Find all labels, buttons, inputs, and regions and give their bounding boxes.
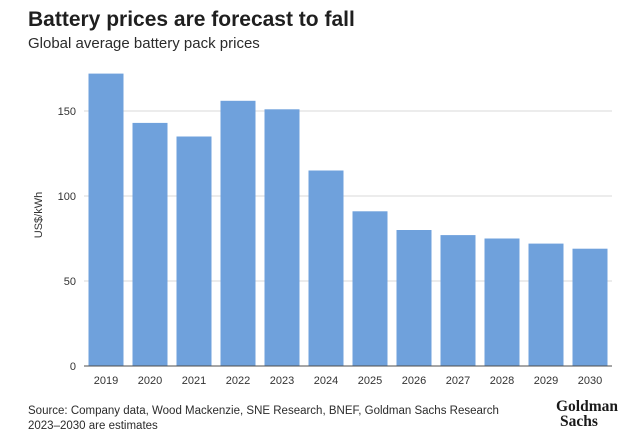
- goldman-sachs-logo: Goldman Sachs: [556, 398, 619, 430]
- bar-2019: [88, 73, 124, 366]
- bar-2022: [220, 100, 256, 367]
- x-tick-label: 2019: [94, 375, 118, 387]
- bar-2028: [484, 238, 520, 366]
- x-tick-label: 2027: [446, 375, 470, 387]
- bar-2027: [440, 235, 476, 366]
- bar-2023: [264, 109, 300, 367]
- source-line: Source: Company data, Wood Mackenzie, SN…: [28, 405, 499, 417]
- bar-2030: [572, 248, 608, 366]
- bar-2029: [528, 243, 564, 366]
- bar-2020: [132, 122, 168, 367]
- estimates-note: 2023–2030 are estimates: [28, 420, 158, 432]
- x-axis-ticks: 2019 2020 2021 2022 2023 2024 2025 2026 2027 2028…: [94, 375, 602, 387]
- y-tick-label: 50: [64, 276, 76, 288]
- bar-2021: [176, 136, 212, 366]
- x-tick-label: 2028: [490, 375, 514, 387]
- bar-2025: [352, 211, 388, 366]
- y-axis-label: US$/kWh: [33, 192, 45, 238]
- chart-title: Battery prices are forecast to fall: [28, 8, 355, 31]
- y-tick-label: 150: [58, 106, 76, 118]
- gridlines: [84, 110, 612, 282]
- bar-2024: [308, 170, 344, 366]
- logo-line-sachs: Sachs: [560, 413, 598, 430]
- x-tick-label: 2021: [182, 375, 206, 387]
- y-tick-label: 0: [70, 361, 76, 373]
- source-note: Source: Company data, Wood Mackenzie, SN…: [28, 404, 499, 434]
- x-tick-label: 2023: [270, 375, 294, 387]
- x-tick-label: 2020: [138, 375, 162, 387]
- bar-2026: [396, 230, 432, 366]
- x-tick-label: 2029: [534, 375, 558, 387]
- y-axis-ticks: 0 50 100 150: [58, 106, 76, 373]
- x-tick-label: 2024: [314, 375, 338, 387]
- x-tick-label: 2030: [578, 375, 602, 387]
- x-tick-label: 2025: [358, 375, 382, 387]
- bars: [84, 73, 612, 367]
- y-tick-label: 100: [58, 191, 76, 203]
- x-tick-label: 2026: [402, 375, 426, 387]
- x-tick-label: 2022: [226, 375, 250, 387]
- logo-line-goldman: Goldman: [556, 398, 619, 415]
- chart-subtitle: Global average battery pack prices: [28, 35, 260, 52]
